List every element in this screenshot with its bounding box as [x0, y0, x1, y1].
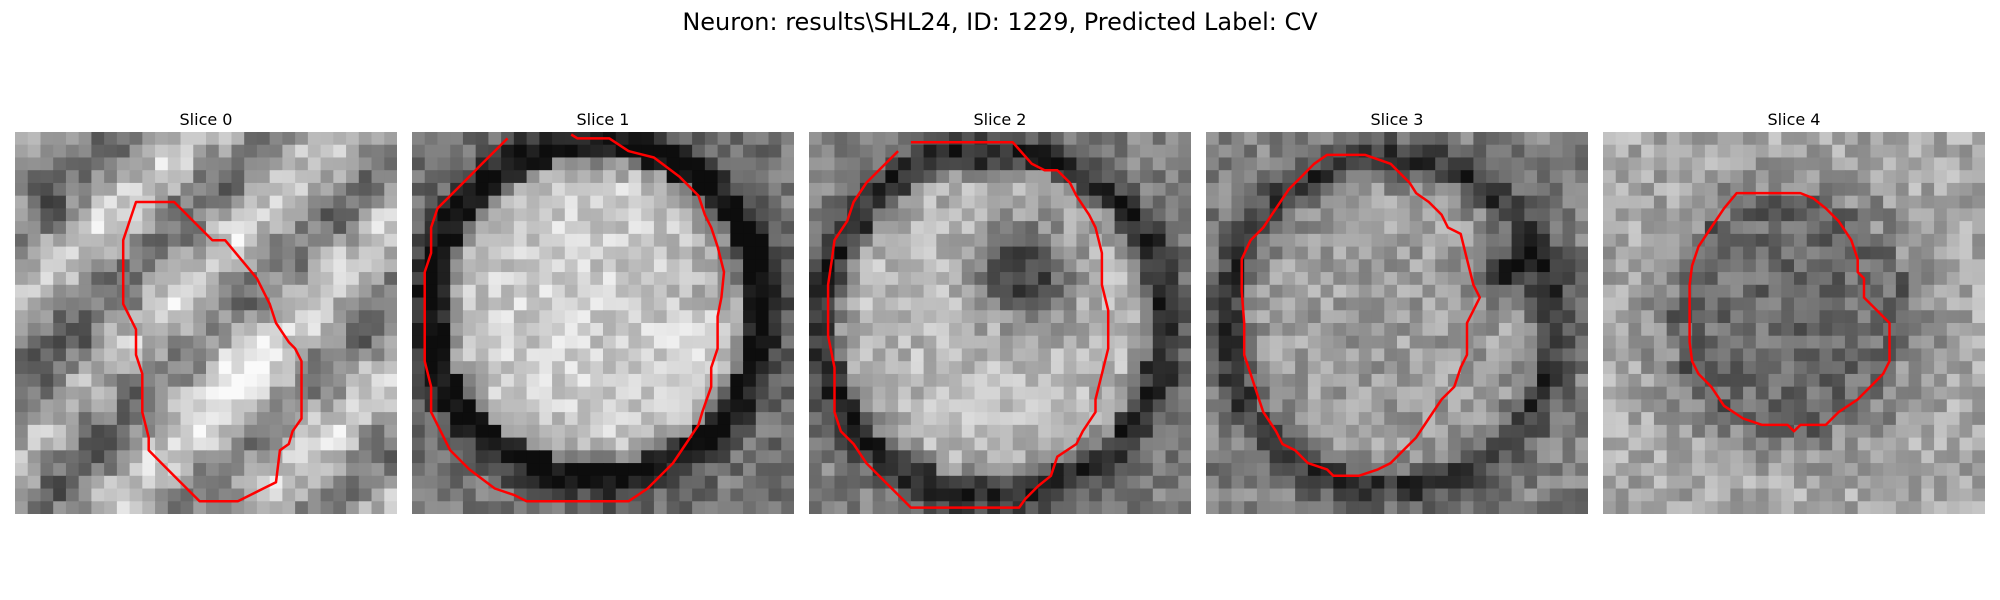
slice-title-1: Slice 1: [576, 110, 630, 129]
grayscale-pixel-grid: [1603, 132, 1985, 514]
slice-title-0: Slice 0: [179, 110, 233, 129]
slice-3-svg: [1206, 132, 1588, 514]
slice-panel-4: Slice 4: [1603, 110, 1985, 514]
slice-image-4: [1603, 132, 1985, 514]
segmentation-contour: [121, 200, 303, 503]
slice-panel-2: Slice 2: [809, 110, 1191, 514]
grayscale-pixel-grid: [809, 132, 1191, 514]
grayscale-pixel-grid: [412, 132, 794, 514]
slice-image-2: [809, 132, 1191, 514]
segmentation-contour: [1240, 153, 1482, 478]
slice-2-svg: [809, 132, 1191, 514]
grayscale-pixel-grid: [1206, 132, 1588, 514]
slice-image-0: [15, 132, 397, 514]
grayscale-pixel-grid: [15, 132, 397, 514]
figure-title: Neuron: results\SHL24, ID: 1229, Predict…: [682, 8, 1318, 36]
slice-0-svg: [15, 132, 397, 514]
segmentation-contour: [826, 140, 1110, 509]
slice-4-svg: [1603, 132, 1985, 514]
segmentation-contour: [1688, 191, 1891, 433]
slice-panel-0: Slice 0: [15, 110, 397, 514]
slice-image-3: [1206, 132, 1588, 514]
segmentation-contour: [423, 133, 726, 503]
slice-1-svg: [412, 132, 794, 514]
slice-panel-3: Slice 3: [1206, 110, 1588, 514]
slice-title-2: Slice 2: [973, 110, 1027, 129]
slice-panel-1: Slice 1: [412, 110, 794, 514]
slice-title-4: Slice 4: [1767, 110, 1821, 129]
slice-title-3: Slice 3: [1370, 110, 1424, 129]
slice-image-1: [412, 132, 794, 514]
